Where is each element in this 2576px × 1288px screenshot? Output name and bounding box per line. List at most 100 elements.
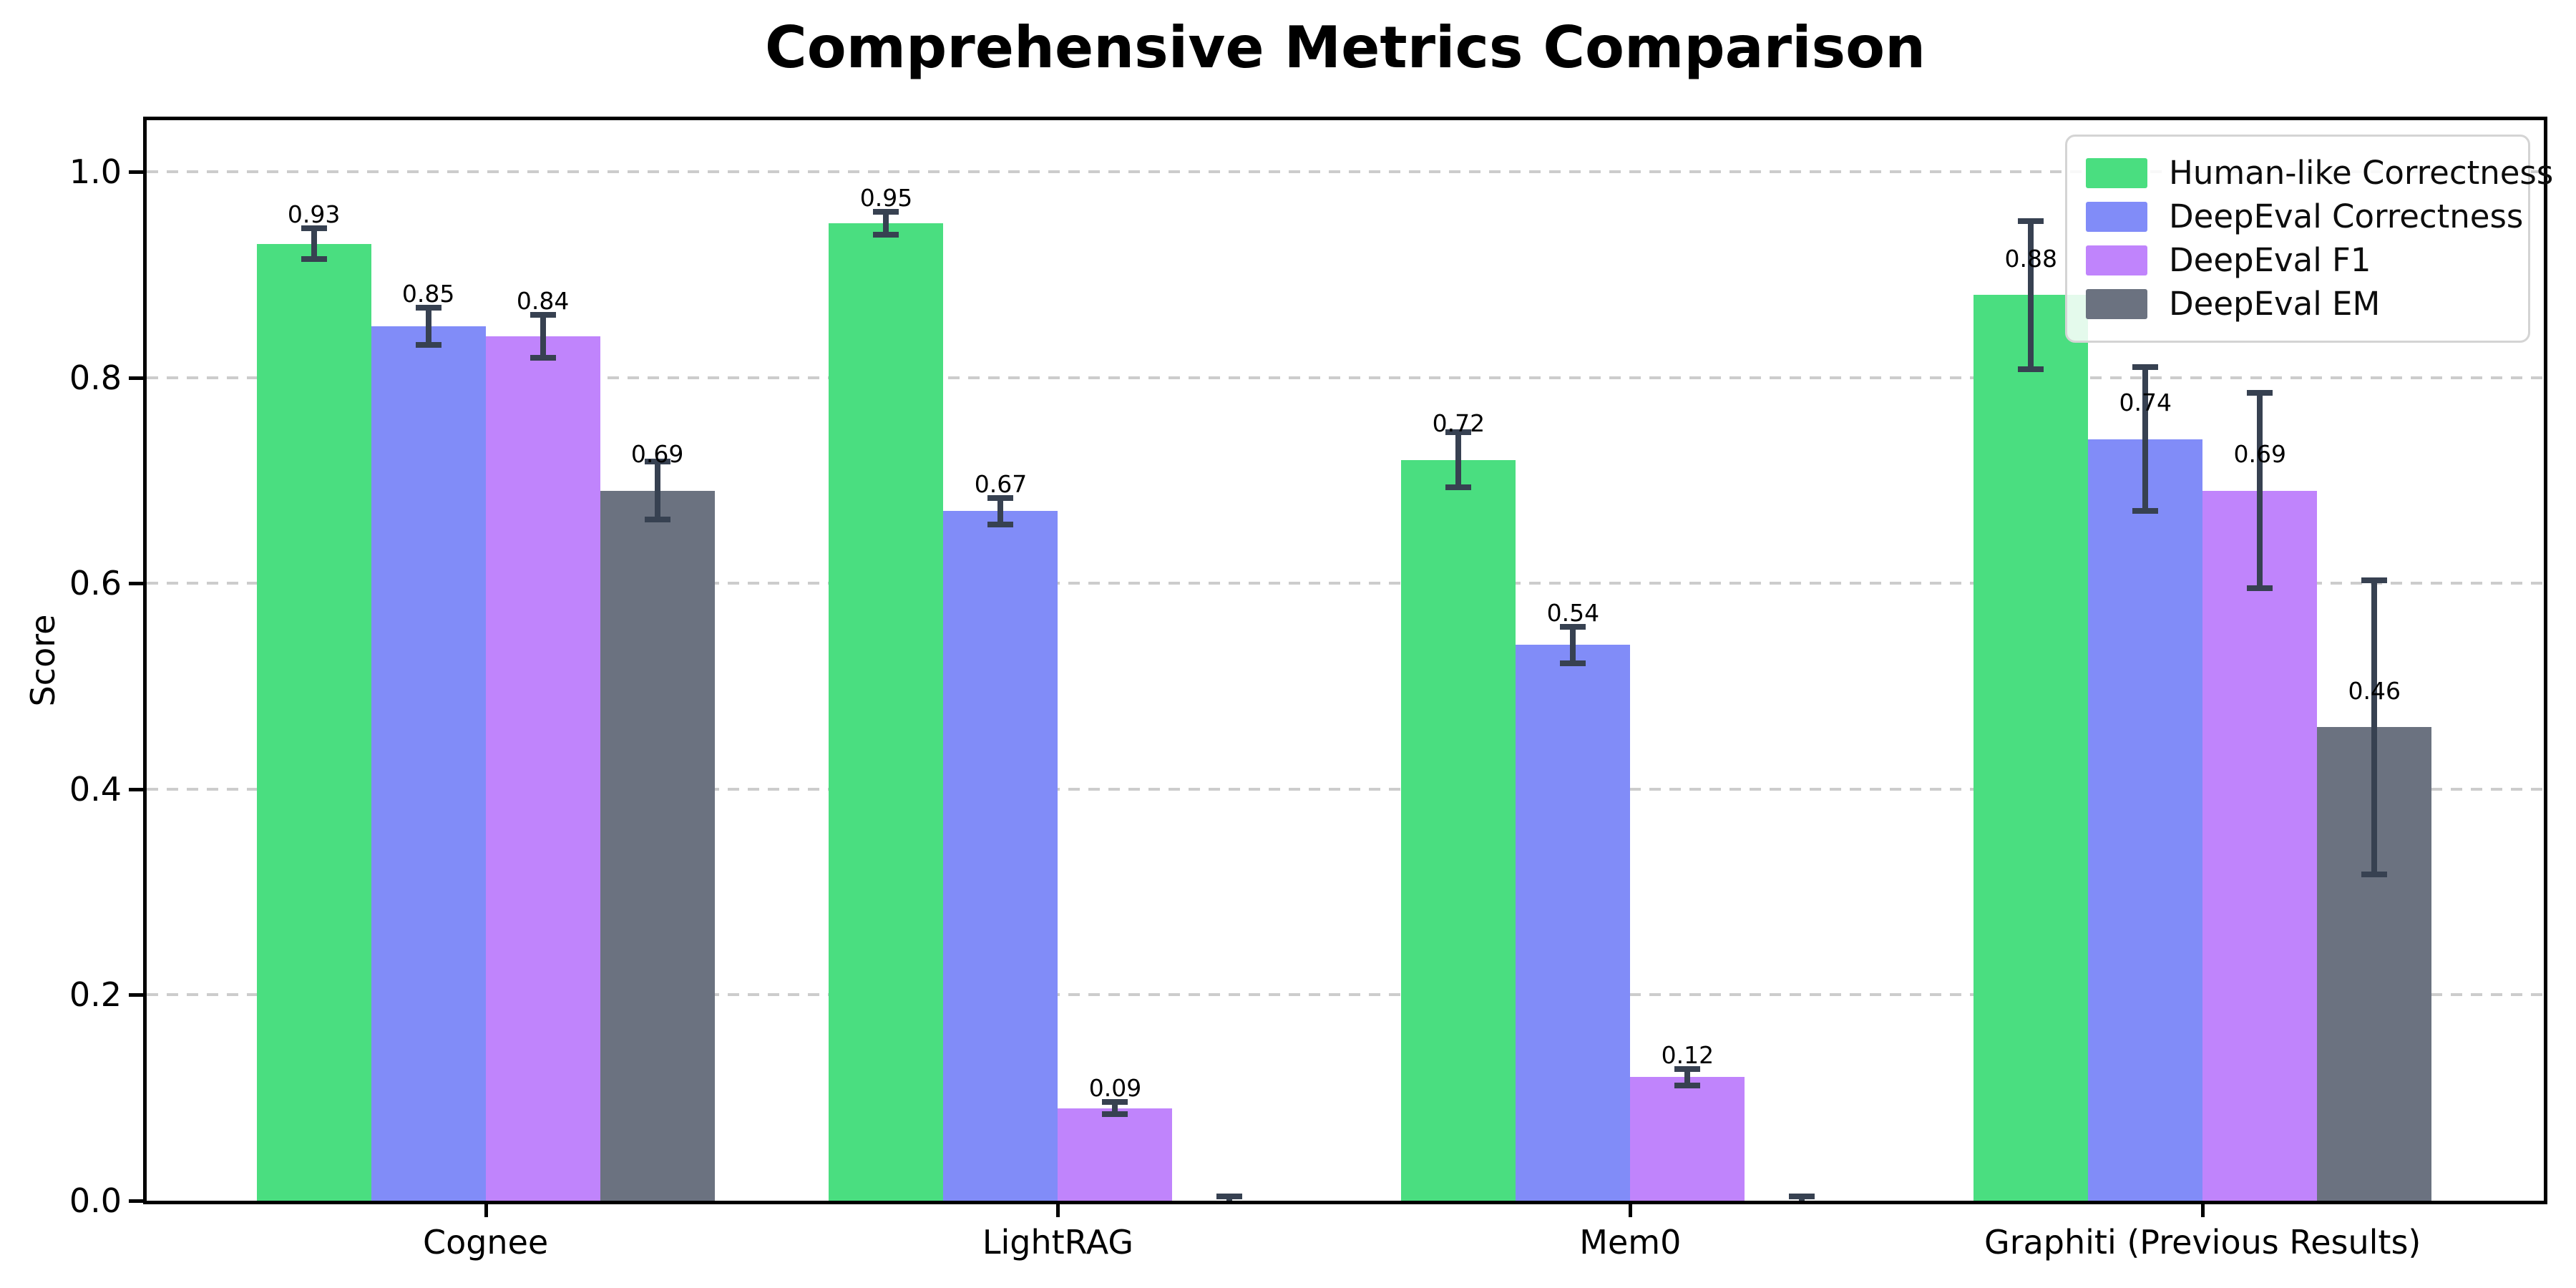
error-bar-graphiti-previous-results-deepeval-correctness-cap-top	[2132, 364, 2159, 371]
gridline-0.2	[147, 993, 2544, 997]
bar-lightrag-deepeval-f1	[1058, 1108, 1173, 1201]
bar-value-label-graphiti-previous-results-deepeval-correctness: 0.74	[2119, 389, 2172, 417]
gridline-0.4	[147, 787, 2544, 791]
legend-label-deepeval-correctness: DeepEval Correctness	[2169, 197, 2524, 235]
error-bar-lightrag-deepeval-correctness-cap-bottom	[987, 522, 1014, 528]
legend-label-human-like-correctness: Human-like Correctness	[2169, 154, 2554, 192]
y-tick-mark-1.0	[129, 170, 143, 174]
legend-item-deepeval-f1: DeepEval F1	[2086, 242, 2509, 279]
bar-graphiti-previous-results-human-like-correctness	[1974, 295, 2089, 1201]
error-bar-graphiti-previous-results-deepeval-correctness-cap-bottom	[2132, 508, 2159, 514]
error-bar-cognee-deepeval-f1-cap-bottom	[530, 355, 556, 361]
error-bar-mem0-human-like-correctness	[1455, 431, 1462, 488]
bar-mem0-deepeval-correctness	[1516, 645, 1631, 1201]
legend-item-deepeval-em: DeepEval EM	[2086, 286, 2509, 323]
x-tick-label-mem0: Mem0	[1579, 1223, 1682, 1262]
error-bar-cognee-deepeval-f1-cap-top	[530, 311, 556, 318]
gridline-1.0	[147, 170, 2544, 173]
error-bar-cognee-human-like-correctness-cap-bottom	[301, 256, 327, 263]
error-bar-graphiti-previous-results-human-like-correctness-cap-bottom	[2018, 366, 2044, 373]
error-bar-cognee-deepeval-f1	[540, 314, 546, 358]
bar-value-label-cognee-deepeval-correctness: 0.85	[401, 280, 455, 308]
bar-value-label-mem0-human-like-correctness: 0.72	[1432, 409, 1485, 438]
bar-value-label-lightrag-human-like-correctness: 0.95	[859, 184, 913, 213]
error-bar-mem0-deepeval-correctness-cap-top	[1560, 623, 1586, 630]
error-bar-cognee-deepeval-em	[654, 462, 660, 519]
bar-mem0-human-like-correctness	[1401, 459, 1516, 1201]
bar-cognee-human-like-correctness	[256, 243, 371, 1201]
bar-value-label-lightrag-deepeval-correctness: 0.67	[974, 470, 1028, 499]
error-bar-lightrag-deepeval-em-cap-top	[1216, 1194, 1243, 1200]
y-tick-label-0.8: 0.8	[69, 358, 122, 397]
bar-value-label-cognee-deepeval-em: 0.69	[630, 440, 684, 469]
error-bar-graphiti-previous-results-deepeval-f1-cap-bottom	[2247, 585, 2273, 592]
error-bar-graphiti-previous-results-human-like-correctness	[2028, 220, 2034, 369]
x-tick-mark-mem0	[1629, 1204, 1633, 1217]
error-bar-graphiti-previous-results-deepeval-correctness	[2142, 367, 2149, 512]
bar-graphiti-previous-results-deepeval-f1	[2202, 490, 2318, 1201]
x-tick-mark-graphiti-previous-results	[2201, 1204, 2205, 1217]
bar-value-label-mem0-deepeval-correctness: 0.54	[1546, 598, 1600, 627]
x-tick-label-graphiti-previous-results: Graphiti (Previous Results)	[1984, 1223, 2421, 1262]
error-bar-mem0-human-like-correctness-cap-top	[1445, 429, 1472, 435]
error-bar-graphiti-previous-results-deepeval-em	[2371, 580, 2378, 875]
error-bar-cognee-deepeval-correctness	[425, 307, 431, 345]
y-tick-label-0.2: 0.2	[69, 975, 122, 1015]
error-bar-lightrag-deepeval-correctness	[997, 497, 1004, 525]
bar-cognee-deepeval-correctness	[371, 326, 486, 1201]
error-bar-mem0-deepeval-em-cap-top	[1789, 1194, 1815, 1200]
bar-value-label-lightrag-deepeval-f1: 0.09	[1088, 1074, 1142, 1103]
y-tick-label-0.6: 0.6	[69, 564, 122, 603]
error-bar-mem0-deepeval-correctness	[1570, 626, 1576, 664]
legend-label-deepeval-f1: DeepEval F1	[2169, 241, 2371, 279]
y-tick-mark-0.0	[129, 1199, 143, 1203]
chart-title: Comprehensive Metrics Comparison	[764, 14, 1926, 81]
y-tick-label-1.0: 1.0	[69, 152, 122, 191]
bar-value-label-cognee-human-like-correctness: 0.93	[287, 200, 341, 229]
legend: Human-like Correctness DeepEval Correctne…	[2065, 135, 2553, 343]
error-bar-mem0-deepeval-f1-cap-top	[1674, 1065, 1701, 1072]
bar-value-label-graphiti-previous-results-deepeval-f1: 0.69	[2233, 440, 2286, 469]
y-tick-label-0.4: 0.4	[69, 769, 122, 809]
y-tick-mark-0.2	[129, 993, 143, 997]
bar-value-label-graphiti-previous-results-deepeval-em: 0.46	[2348, 677, 2401, 706]
error-bar-cognee-deepeval-correctness-cap-top	[415, 304, 441, 311]
error-bar-mem0-deepeval-correctness-cap-bottom	[1560, 660, 1586, 667]
error-bar-lightrag-human-like-correctness	[883, 211, 889, 235]
error-bar-cognee-human-like-correctness	[311, 228, 317, 260]
legend-item-deepeval-correctness: DeepEval Correctness	[2086, 198, 2523, 235]
error-bar-graphiti-previous-results-deepeval-f1-cap-top	[2247, 390, 2273, 396]
y-tick-label-0.0: 0.0	[69, 1181, 122, 1220]
legend-swatch-deepeval-correctness	[2086, 202, 2147, 232]
x-tick-label-lightrag: LightRAG	[982, 1223, 1134, 1262]
error-bar-mem0-deepeval-f1	[1684, 1068, 1691, 1085]
bar-value-label-mem0-deepeval-f1: 0.12	[1661, 1041, 1714, 1070]
bar-lightrag-deepeval-correctness	[943, 511, 1058, 1201]
error-bar-cognee-deepeval-correctness-cap-bottom	[415, 341, 441, 348]
error-bar-lightrag-human-like-correctness-cap-top	[873, 208, 899, 215]
y-tick-mark-0.6	[129, 582, 143, 586]
bar-graphiti-previous-results-deepeval-correctness	[2088, 439, 2203, 1201]
error-bar-lightrag-deepeval-f1	[1112, 1101, 1118, 1115]
error-bar-cognee-deepeval-em-cap-top	[644, 459, 670, 465]
legend-label-deepeval-em: DeepEval EM	[2169, 285, 2381, 323]
error-bar-cognee-deepeval-em-cap-bottom	[644, 516, 670, 522]
error-bar-lightrag-deepeval-correctness-cap-top	[987, 494, 1014, 501]
gridline-0.6	[147, 582, 2544, 585]
legend-swatch-deepeval-f1	[2086, 245, 2147, 275]
bar-cognee-deepeval-f1	[485, 336, 600, 1201]
bar-mem0-deepeval-f1	[1630, 1077, 1745, 1201]
error-bar-cognee-human-like-correctness-cap-top	[301, 225, 327, 231]
legend-item-human-like-correctness: Human-like Correctness	[2086, 155, 2553, 192]
error-bar-mem0-deepeval-f1-cap-bottom	[1674, 1082, 1701, 1088]
y-tick-mark-0.8	[129, 376, 143, 380]
x-tick-label-cognee: Cognee	[422, 1223, 549, 1262]
bar-value-label-cognee-deepeval-f1: 0.84	[516, 287, 570, 316]
gridline-0.8	[147, 376, 2544, 379]
x-tick-mark-lightrag	[1056, 1204, 1060, 1217]
error-bar-lightrag-deepeval-f1-cap-bottom	[1102, 1111, 1128, 1118]
error-bar-mem0-human-like-correctness-cap-bottom	[1445, 484, 1472, 491]
legend-swatch-deepeval-em	[2086, 289, 2147, 319]
legend-swatch-human-like-correctness	[2086, 158, 2147, 188]
